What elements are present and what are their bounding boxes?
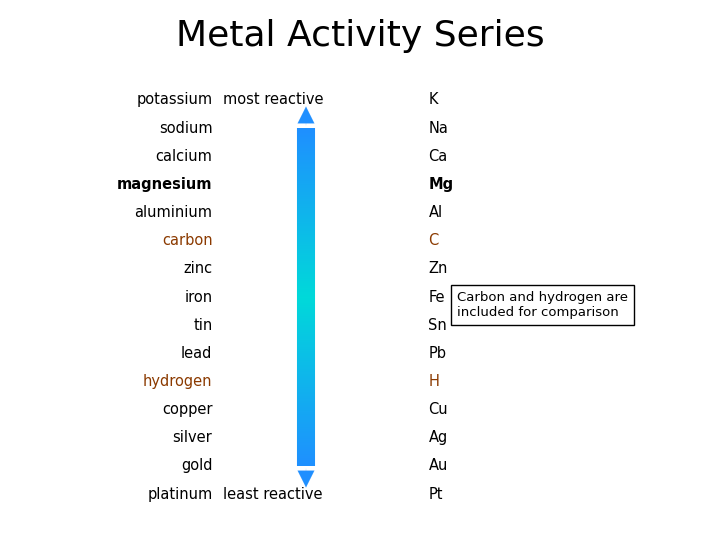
Text: hydrogen: hydrogen xyxy=(143,374,212,389)
Text: most reactive: most reactive xyxy=(223,92,324,107)
Text: Mg: Mg xyxy=(428,177,454,192)
Text: Al: Al xyxy=(428,205,443,220)
Text: Pt: Pt xyxy=(428,487,443,502)
Text: H: H xyxy=(428,374,439,389)
Text: Cu: Cu xyxy=(428,402,448,417)
Text: Metal Activity Series: Metal Activity Series xyxy=(176,19,544,53)
Text: least reactive: least reactive xyxy=(223,487,323,502)
Text: Au: Au xyxy=(428,458,448,474)
Text: lead: lead xyxy=(181,346,212,361)
Text: sodium: sodium xyxy=(159,120,212,136)
Text: Na: Na xyxy=(428,120,449,136)
Text: Carbon and hydrogen are
included for comparison: Carbon and hydrogen are included for com… xyxy=(457,291,628,319)
Text: Zn: Zn xyxy=(428,261,448,276)
Text: Ca: Ca xyxy=(428,148,448,164)
Text: platinum: platinum xyxy=(147,487,212,502)
Text: iron: iron xyxy=(184,289,212,305)
Text: copper: copper xyxy=(162,402,212,417)
Text: Pb: Pb xyxy=(428,346,446,361)
Text: gold: gold xyxy=(181,458,212,474)
Text: carbon: carbon xyxy=(162,233,212,248)
Text: zinc: zinc xyxy=(184,261,212,276)
Text: silver: silver xyxy=(173,430,212,445)
Text: magnesium: magnesium xyxy=(117,177,212,192)
Text: aluminium: aluminium xyxy=(135,205,212,220)
Text: Fe: Fe xyxy=(428,289,445,305)
Text: calcium: calcium xyxy=(156,148,212,164)
Text: C: C xyxy=(428,233,438,248)
Text: potassium: potassium xyxy=(136,92,212,107)
Text: K: K xyxy=(428,92,438,107)
Text: Sn: Sn xyxy=(428,318,447,333)
Text: tin: tin xyxy=(193,318,212,333)
Text: Ag: Ag xyxy=(428,430,448,445)
